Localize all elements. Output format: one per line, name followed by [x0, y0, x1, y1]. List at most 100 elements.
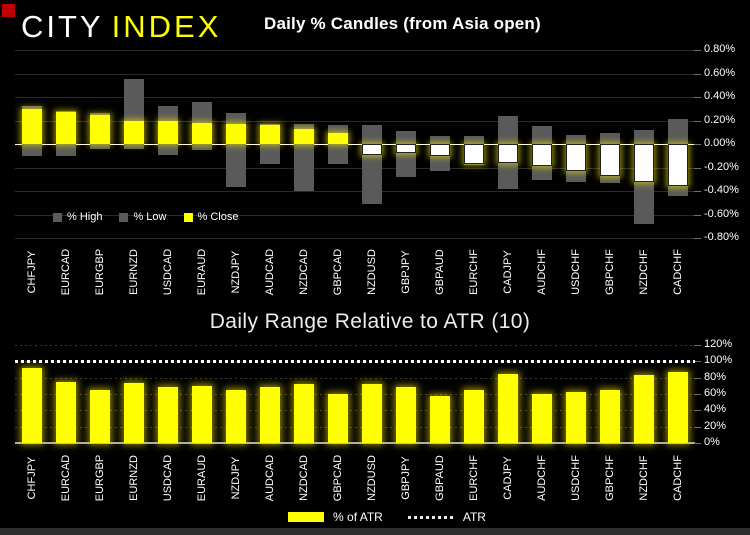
- close-bar: [634, 144, 654, 182]
- y-axis-tick: [694, 167, 701, 169]
- x-axis-label: USDCHF: [559, 449, 593, 507]
- x-axis-label-text: USDCHF: [570, 249, 582, 295]
- atr-percentage-bar: [566, 391, 586, 443]
- atr-reference-line: [15, 360, 695, 364]
- x-axis-label: EURAUD: [185, 449, 219, 507]
- gridline: [15, 214, 695, 216]
- atr-bar-column: [593, 345, 627, 443]
- x-axis-label-text: GBPCHF: [604, 249, 616, 295]
- window-bottom-strip: [0, 528, 750, 535]
- city-index-logo: CITY INDEX: [21, 9, 221, 45]
- x-axis-label: GBPCHF: [593, 243, 627, 301]
- y-axis-tick-label: -0.80%: [704, 231, 739, 243]
- x-axis-label-text: GBPCAD: [332, 248, 344, 296]
- atr-bar-column: [389, 345, 423, 443]
- atr-percentage-bar: [464, 389, 484, 443]
- gridline-dotted: [15, 394, 695, 395]
- y-axis-tick: [694, 97, 701, 98]
- x-axis-label: EURCHF: [457, 449, 491, 507]
- y-axis-tick: [694, 443, 701, 444]
- x-axis-label: EURAUD: [185, 243, 219, 301]
- legend-pct-atr-label: % of ATR: [333, 510, 383, 524]
- gridline-dotted: [15, 345, 695, 346]
- close-bar: [498, 144, 518, 163]
- candle-column: [219, 50, 253, 238]
- x-axis-label-text: USDCHF: [570, 455, 582, 501]
- legend-high-label: % High: [67, 211, 103, 223]
- x-axis-label: CADCHF: [661, 243, 695, 301]
- y-axis-tick: [694, 394, 701, 395]
- y-axis-tick: [694, 377, 701, 379]
- atr-bar-column: [423, 345, 457, 443]
- x-axis-label-text: USDCAD: [162, 454, 174, 502]
- logo-city-text: CITY: [21, 9, 104, 44]
- atr-percentage-bar: [294, 384, 314, 443]
- y-axis-tick: [694, 345, 701, 346]
- y-axis-tick: [694, 410, 701, 412]
- candles-x-axis: CHFJPY EURCAD EURGBP EURNZD USDCAD EURAUD NZDJ…: [15, 243, 695, 301]
- candle-column: [355, 50, 389, 238]
- logo-index-text: INDEX: [111, 9, 222, 44]
- x-axis-label-text: EURCHF: [468, 455, 480, 501]
- atr-percentage-bar: [22, 367, 42, 443]
- atr-percentage-bar: [430, 395, 450, 443]
- atr-percentage-bar: [396, 387, 416, 443]
- x-axis-label-text: AUDCAD: [264, 248, 276, 296]
- atr-bar-column: [185, 345, 219, 443]
- y-axis-tick-label: -0.20%: [704, 160, 739, 173]
- candle-column: [559, 50, 593, 238]
- y-axis-tick-label: 0.80%: [704, 43, 736, 55]
- close-bar: [362, 144, 382, 155]
- x-axis-label-text: EURCAD: [60, 454, 72, 502]
- y-axis-tick-label: -0.60%: [704, 207, 739, 220]
- y-axis-tick: [694, 73, 701, 75]
- close-bar: [464, 144, 484, 164]
- atr-bar-column: [287, 345, 321, 443]
- legend-atr-label: ATR: [462, 510, 486, 524]
- x-axis-label-text: GBPJPY: [400, 456, 412, 500]
- gridline-dotted: [15, 377, 695, 379]
- x-axis-label: CADCHF: [661, 449, 695, 507]
- candle-column: [525, 50, 559, 238]
- x-axis-label: GBPCAD: [321, 449, 355, 507]
- atr-x-axis: CHFJPY EURCAD EURGBP EURNZD USDCAD EURAUD NZDJ…: [15, 449, 695, 507]
- x-axis-label: EURNZD: [117, 449, 151, 507]
- x-axis-label: AUDCHF: [525, 449, 559, 507]
- close-bar: [22, 108, 42, 144]
- candle-column: [185, 50, 219, 238]
- x-axis-label: EURNZD: [117, 243, 151, 301]
- gridline-dotted: [15, 426, 695, 428]
- x-axis-label-text: GBPCHF: [604, 455, 616, 501]
- candle-column: [661, 50, 695, 238]
- close-bar: [328, 133, 348, 144]
- y-axis-tick: [694, 191, 701, 192]
- x-axis-label-text: CHFJPY: [26, 456, 38, 500]
- atr-bar-column: [661, 345, 695, 443]
- x-axis-label-text: GBPJPY: [400, 250, 412, 294]
- atr-bar-column: [321, 345, 355, 443]
- atr-bar-column: [15, 345, 49, 443]
- y-axis-tick-label: 120%: [704, 338, 733, 350]
- gridline: [15, 50, 695, 51]
- x-axis-label-text: NZDJPY: [230, 250, 242, 294]
- low-swatch-icon: [119, 212, 129, 222]
- y-axis-tick-label: 60%: [704, 387, 727, 399]
- x-axis-label-text: GBPAUD: [434, 455, 446, 501]
- x-axis-label: NZDJPY: [219, 449, 253, 507]
- x-axis-label: USDCAD: [151, 243, 185, 301]
- candle-column: [423, 50, 457, 238]
- close-bar: [600, 144, 620, 176]
- atr-percentage-bar: [226, 389, 246, 443]
- atr-dotted-line-icon: [407, 515, 454, 519]
- x-axis-label-text: EURNZD: [128, 455, 140, 501]
- y-axis-tick: [694, 238, 701, 239]
- legend-item-high: % High: [53, 211, 102, 223]
- close-bar: [192, 122, 212, 144]
- x-axis-label: EURCHF: [457, 243, 491, 301]
- x-axis-label-text: CADJPY: [502, 456, 514, 500]
- y-axis-tick-label: 0.60%: [704, 66, 736, 79]
- x-axis-label-text: CADJPY: [502, 250, 514, 294]
- atr-percentage-bar: [56, 381, 76, 443]
- candles-y-axis: 0.80% 0.60% 0.40% 0.20% 0.00% -0.20% -0.40% -0.…: [694, 43, 750, 243]
